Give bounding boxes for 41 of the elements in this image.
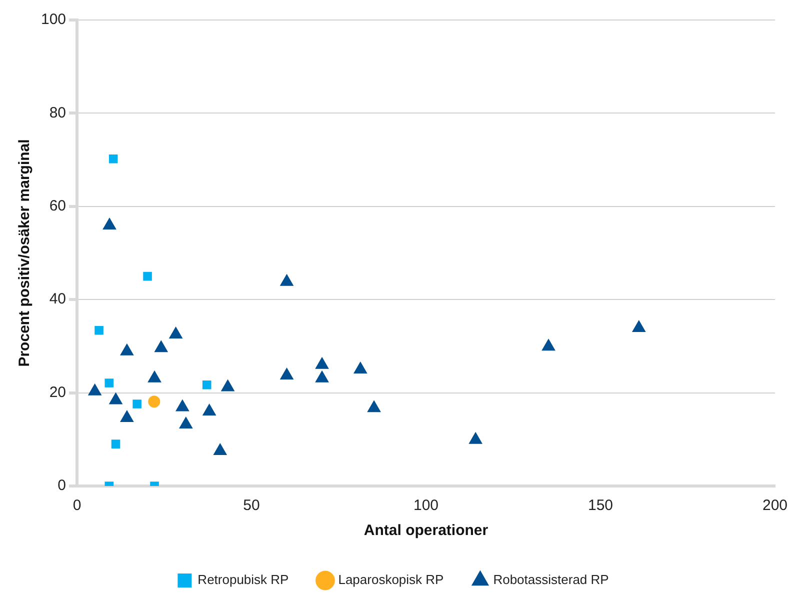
- y-tick-label: 40: [49, 290, 66, 308]
- point: [109, 392, 122, 404]
- point: [367, 400, 381, 412]
- point: [108, 154, 118, 164]
- y-axis-title: Procent positiv/osäker marginal: [16, 139, 34, 367]
- point: [315, 370, 329, 382]
- x-axis-title: Antal operationer: [364, 522, 488, 540]
- point: [94, 326, 104, 335]
- point: [315, 357, 329, 369]
- point: [179, 416, 192, 428]
- x-tick-label: 150: [588, 497, 614, 514]
- x-tick-label: 0: [72, 497, 82, 514]
- point: [143, 272, 152, 281]
- point: [88, 384, 102, 396]
- x-tick-label: 200: [762, 497, 788, 514]
- point: [214, 444, 227, 456]
- point: [120, 410, 134, 422]
- point: [542, 339, 556, 351]
- point: [632, 320, 646, 332]
- point: [102, 218, 116, 230]
- point: [354, 362, 367, 374]
- x-tick-label: 50: [243, 497, 260, 514]
- legend-label: Laparoskopisk RP: [338, 572, 444, 588]
- point: [280, 274, 294, 286]
- point: [202, 404, 216, 416]
- y-tick-label: 0: [58, 477, 66, 494]
- point: [221, 380, 234, 392]
- point: [148, 370, 162, 382]
- legend-label: Retropubisk RP: [198, 572, 289, 588]
- y-tick-label: 80: [49, 104, 66, 122]
- y-tick-label: 60: [49, 198, 66, 215]
- y-tick-label: 20: [49, 384, 66, 401]
- y-tick-label: 100: [40, 11, 66, 28]
- legend-label: Robotassisterad RP: [493, 572, 609, 588]
- point: [469, 432, 482, 444]
- x-tick-label: 100: [414, 497, 439, 514]
- point: [120, 344, 134, 356]
- point: [169, 327, 182, 339]
- point: [280, 368, 294, 380]
- point: [154, 340, 168, 352]
- point: [176, 400, 189, 412]
